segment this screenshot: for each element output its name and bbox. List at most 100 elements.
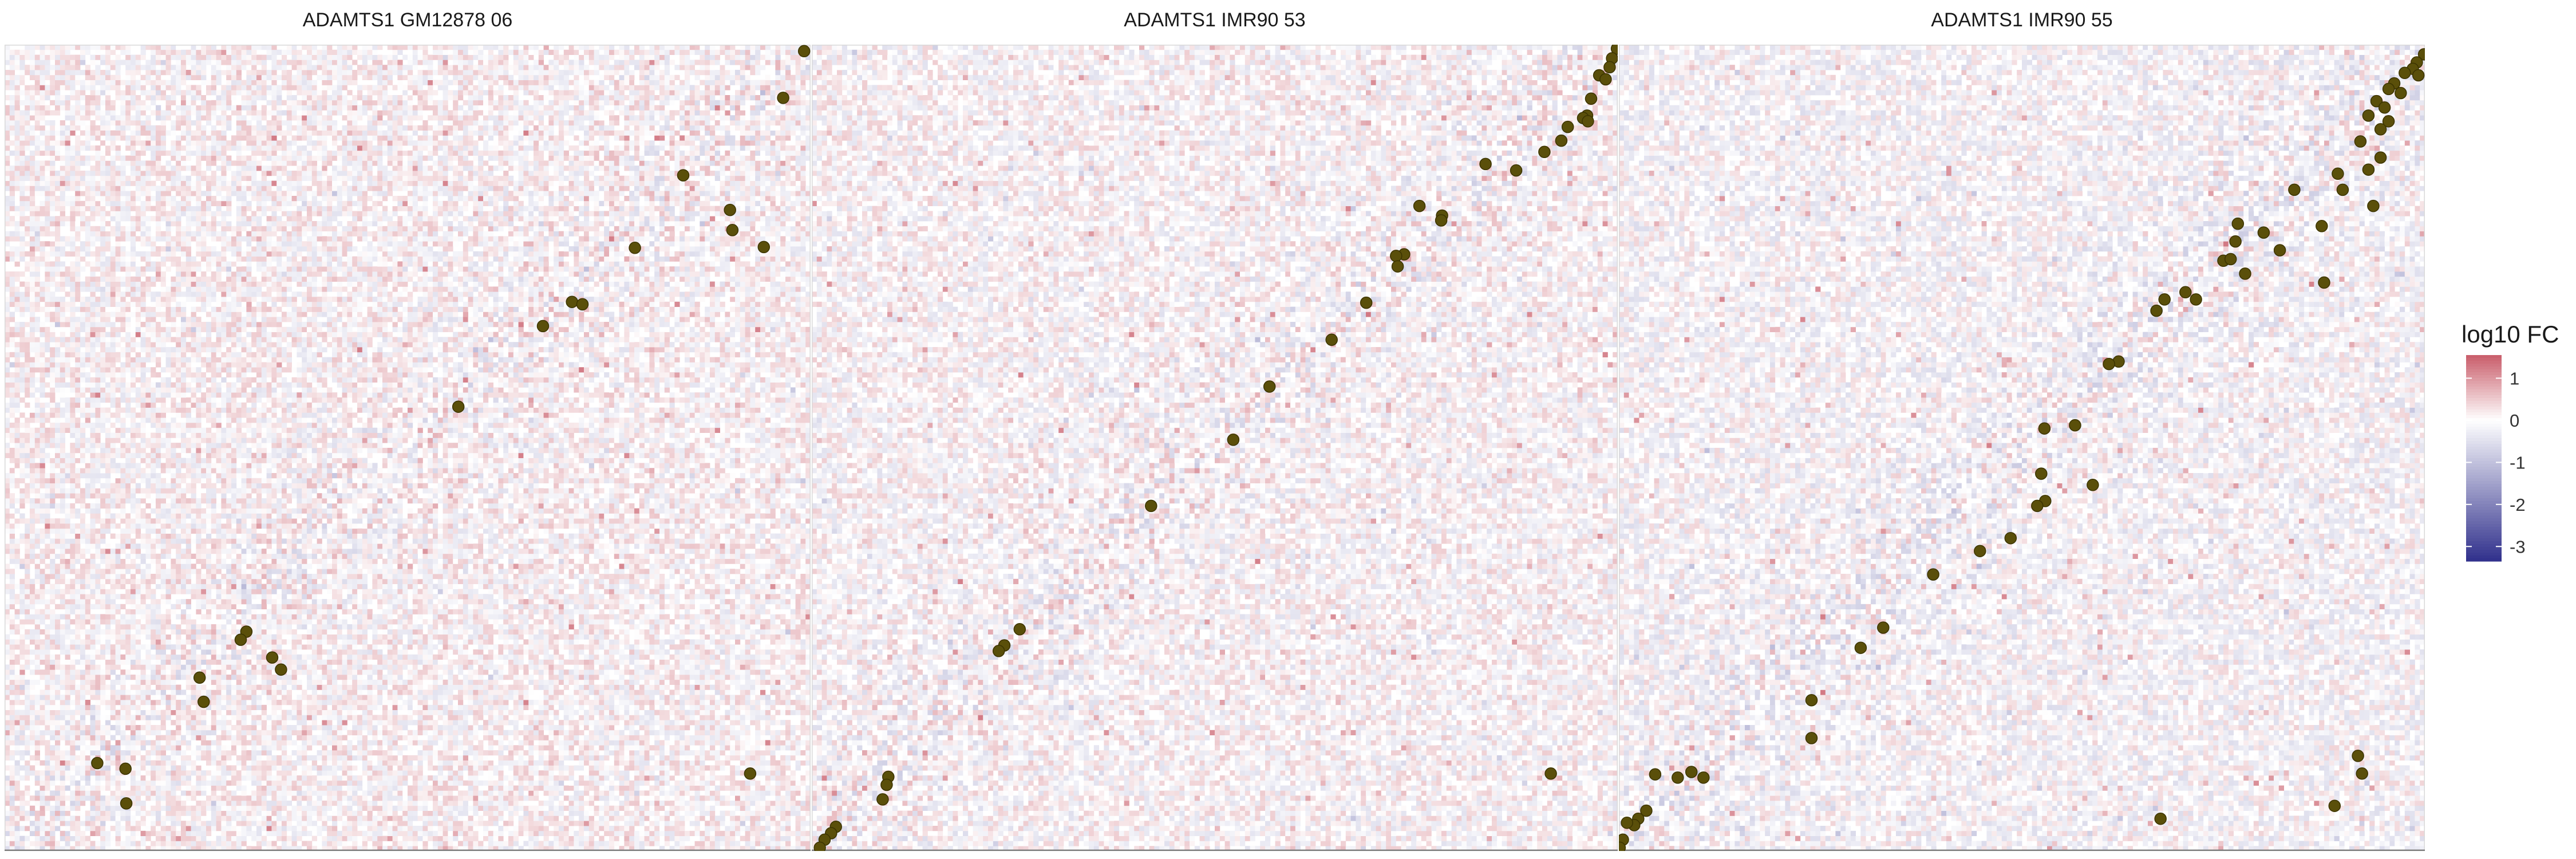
legend-color-step: [2466, 470, 2502, 473]
legend-color-step: [2466, 481, 2502, 484]
data-point: [2318, 277, 2330, 288]
data-point: [1672, 772, 1684, 783]
data-point: [2362, 110, 2374, 121]
data-point: [1227, 434, 1239, 446]
heatmap-plot: [1619, 45, 2425, 851]
data-point: [2362, 164, 2374, 175]
data-point: [2399, 67, 2411, 78]
data-point: [577, 298, 588, 310]
data-point: [678, 170, 689, 181]
data-point: [1326, 334, 1337, 345]
data-point: [1539, 146, 1550, 157]
data-point: [1436, 215, 1447, 226]
legend-color-step: [2466, 412, 2502, 416]
legend-color-step: [2466, 430, 2502, 433]
legend-color-step: [2466, 401, 2502, 404]
data-point: [2289, 184, 2300, 195]
data-point: [2038, 423, 2050, 434]
data-point: [777, 92, 789, 104]
data-point: [1649, 769, 1661, 780]
legend-color-step: [2466, 355, 2502, 358]
data-point: [814, 842, 825, 851]
data-point: [2332, 168, 2344, 179]
legend-color-step: [2466, 372, 2502, 376]
legend-color-step: [2466, 367, 2502, 370]
legend-color-step: [2466, 369, 2502, 373]
data-point: [1586, 93, 1597, 104]
panel-title: ADAMTS1 GM12878 06: [5, 9, 811, 31]
legend-color-step: [2466, 444, 2502, 447]
legend-color-step: [2466, 452, 2502, 456]
heatmap-cells: [5, 45, 811, 851]
legend-color-step: [2466, 492, 2502, 496]
legend-color-step: [2466, 541, 2502, 545]
data-point: [1480, 158, 1491, 170]
data-point: [1414, 200, 1425, 212]
data-point: [2032, 500, 2043, 511]
legend-color-step: [2466, 533, 2502, 536]
data-point: [799, 45, 810, 57]
legend-color-step: [2466, 472, 2502, 476]
legend-color-step: [2466, 535, 2502, 539]
legend-color-step: [2466, 521, 2502, 525]
data-point: [2159, 294, 2170, 305]
data-point: [1545, 768, 1556, 779]
legend-color-step: [2466, 487, 2502, 490]
data-point: [2239, 268, 2251, 279]
data-point: [235, 634, 247, 645]
data-point: [2375, 124, 2387, 135]
panel-title: ADAMTS1 IMR90 53: [812, 9, 1618, 31]
data-point: [629, 242, 641, 254]
data-point: [2069, 420, 2081, 431]
data-point: [2103, 358, 2115, 370]
data-point: [877, 794, 888, 805]
data-point: [1974, 545, 1986, 557]
data-point: [2354, 136, 2366, 147]
data-point: [2155, 813, 2166, 825]
data-point: [92, 758, 103, 769]
data-point: [1511, 165, 1522, 176]
data-point: [2258, 227, 2269, 238]
legend-color-step: [2466, 464, 2502, 467]
data-point: [1392, 261, 1404, 272]
data-point: [1806, 695, 1818, 706]
data-point: [2232, 218, 2243, 230]
legend-color-step: [2466, 547, 2502, 550]
data-point: [198, 696, 210, 708]
legend-color-step: [2466, 458, 2502, 462]
data-point: [2190, 294, 2202, 305]
data-point: [2151, 305, 2162, 317]
data-point: [2005, 533, 2016, 544]
data-point: [2180, 286, 2191, 298]
legend-color-step: [2466, 518, 2502, 522]
legend-color-step: [2466, 475, 2502, 479]
data-point: [1806, 732, 1818, 744]
legend-color-step: [2466, 421, 2502, 424]
data-point: [2087, 479, 2099, 491]
legend-title: log10 FC: [2462, 321, 2559, 348]
legend-color-step: [2466, 513, 2502, 516]
data-point: [267, 652, 278, 663]
data-point: [2375, 152, 2387, 163]
legend-color-step: [2466, 432, 2502, 436]
legend-tick-label: 1: [2510, 368, 2519, 388]
legend-colorbar: 10-1-2-3: [2462, 355, 2570, 573]
legend-color-step: [2466, 407, 2502, 410]
legend-color-step: [2466, 427, 2502, 430]
data-point: [2274, 245, 2286, 256]
legend-color-step: [2466, 424, 2502, 427]
data-point: [1014, 624, 1025, 635]
data-point: [1621, 817, 1633, 829]
legend-color-step: [2466, 553, 2502, 556]
data-point: [2352, 750, 2364, 762]
legend-color-step: [2466, 435, 2502, 439]
data-point: [2329, 800, 2340, 811]
data-point: [275, 664, 287, 675]
data-point: [194, 672, 206, 683]
data-point: [2379, 102, 2391, 113]
legend-color-step: [2466, 515, 2502, 519]
legend-color-step: [2466, 550, 2502, 553]
data-point: [881, 779, 892, 791]
legend-color-step: [2466, 361, 2502, 364]
data-point: [1686, 766, 1697, 778]
